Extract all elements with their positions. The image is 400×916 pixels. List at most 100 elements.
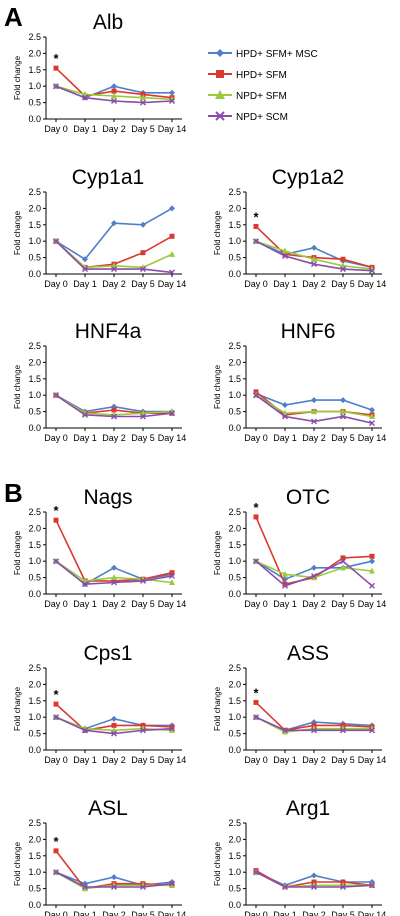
x-tick-label: Day 0 — [44, 599, 68, 609]
y-tick-label: 0.5 — [228, 729, 241, 739]
y-tick-label: 0.5 — [228, 407, 241, 417]
data-point — [169, 250, 175, 257]
x-tick-label: Day 14 — [158, 433, 187, 443]
data-point — [53, 848, 59, 854]
y-tick-label: 2.0 — [228, 357, 241, 367]
data-point — [140, 221, 146, 228]
data-point — [82, 266, 88, 273]
y-tick-label: 0.5 — [228, 573, 241, 583]
data-point — [369, 406, 375, 413]
data-point — [111, 97, 117, 104]
data-point — [340, 727, 346, 734]
charts-layer: Alb 0.0 0.5 1.0 1.5 2.0 2.5 Fold change Day 0 Day… — [13, 11, 386, 916]
data-point — [53, 869, 59, 876]
significance-star: * — [253, 500, 259, 515]
x-tick-label: Day 1 — [273, 599, 297, 609]
x-tick-label: Day 5 — [331, 910, 355, 916]
data-point — [140, 266, 146, 273]
chart-panel-cyp1a2: Cyp1a2 0.0 0.5 1.0 1.5 2.0 2.5 Fold change Day 0… — [213, 166, 386, 289]
series-npd-scm — [53, 869, 175, 890]
data-point — [111, 220, 117, 227]
x-tick-label: Day 14 — [158, 755, 187, 765]
data-point — [340, 883, 346, 890]
data-point — [53, 238, 59, 245]
data-point — [53, 392, 59, 399]
chart-title: ASS — [287, 642, 329, 665]
y-tick-label: 2.0 — [228, 523, 241, 533]
y-tick-label: 1.5 — [28, 540, 41, 550]
data-point — [282, 252, 288, 259]
y-tick-label: 2.0 — [28, 834, 41, 844]
data-point — [369, 882, 375, 889]
y-tick-label: 2.0 — [28, 48, 41, 58]
chart-panel-nags: Nags 0.0 0.5 1.0 1.5 2.0 2.5 Fold change Day 0 Da… — [13, 486, 186, 609]
chart-panel-hnf4a: HNF4a 0.0 0.5 1.0 1.5 2.0 2.5 Fold change Day 0 D… — [13, 320, 186, 443]
y-tick-label: 2.5 — [228, 187, 241, 197]
y-tick-label: 0.5 — [28, 573, 41, 583]
data-point — [253, 514, 259, 520]
chart-panel-ass: ASS 0.0 0.5 1.0 1.5 2.0 2.5 Fold change Day 0 Day… — [213, 642, 386, 765]
chart-title: Cyp1a1 — [72, 166, 144, 189]
chart-panel-otc: OTC 0.0 0.5 1.0 1.5 2.0 2.5 Fold change Day 0 Day… — [213, 486, 386, 609]
data-point — [282, 581, 288, 587]
y-tick-label: 0.0 — [228, 589, 241, 599]
data-point — [369, 582, 375, 589]
y-tick-label: 2.0 — [28, 203, 41, 213]
data-point — [369, 420, 375, 427]
y-tick-label: 1.0 — [28, 390, 41, 400]
data-point — [53, 65, 59, 71]
data-point — [82, 883, 88, 890]
data-point — [169, 269, 175, 276]
x-tick-label: Day 1 — [73, 599, 97, 609]
series-npd-scm — [253, 238, 375, 274]
x-tick-label: Day 14 — [158, 124, 187, 134]
series-npd-scm — [253, 558, 375, 589]
x-tick-label: Day 2 — [102, 279, 126, 289]
x-tick-label: Day 2 — [302, 599, 326, 609]
data-point — [53, 83, 59, 90]
x-tick-label: Day 2 — [302, 755, 326, 765]
x-tick-label: Day 0 — [244, 755, 268, 765]
y-tick-label: 0.5 — [228, 253, 241, 263]
data-point — [169, 410, 175, 417]
data-point — [111, 83, 117, 90]
data-point — [340, 256, 346, 262]
data-point — [111, 579, 117, 586]
x-tick-label: Day 1 — [73, 910, 97, 916]
y-axis-label: Fold change — [13, 686, 22, 731]
data-point — [340, 266, 346, 273]
chart-title: ASL — [88, 797, 128, 820]
chart-title: Alb — [93, 11, 123, 34]
x-tick-label: Day 0 — [244, 910, 268, 916]
data-point — [111, 874, 117, 881]
data-point — [53, 558, 59, 565]
data-point — [340, 413, 346, 420]
y-tick-label: 1.0 — [28, 712, 41, 722]
data-point — [311, 727, 317, 734]
significance-star: * — [53, 687, 59, 702]
data-point — [340, 558, 346, 565]
chart-panel-cyp1a1: Cyp1a1 0.0 0.5 1.0 1.5 2.0 2.5 Fold change Day 0… — [13, 166, 186, 289]
data-point — [369, 727, 375, 734]
legend-item: NPD+ SCM — [208, 111, 288, 123]
data-point — [282, 413, 288, 420]
legend-marker-square — [216, 70, 224, 78]
y-tick-label: 0.0 — [28, 900, 41, 910]
y-tick-label: 2.0 — [28, 679, 41, 689]
x-tick-label: Day 5 — [331, 433, 355, 443]
y-tick-label: 2.5 — [228, 663, 241, 673]
data-point — [140, 99, 146, 106]
y-tick-label: 0.0 — [228, 745, 241, 755]
data-point — [282, 883, 288, 890]
x-tick-label: Day 14 — [358, 433, 387, 443]
y-tick-label: 1.0 — [28, 867, 41, 877]
data-point — [311, 564, 317, 571]
data-point — [111, 407, 117, 413]
data-point — [111, 564, 117, 571]
x-tick-label: Day 5 — [331, 279, 355, 289]
data-point — [140, 577, 146, 584]
y-tick-label: 1.5 — [28, 65, 41, 75]
data-point — [140, 727, 146, 734]
data-point — [369, 267, 375, 274]
chart-title: OTC — [286, 486, 330, 509]
